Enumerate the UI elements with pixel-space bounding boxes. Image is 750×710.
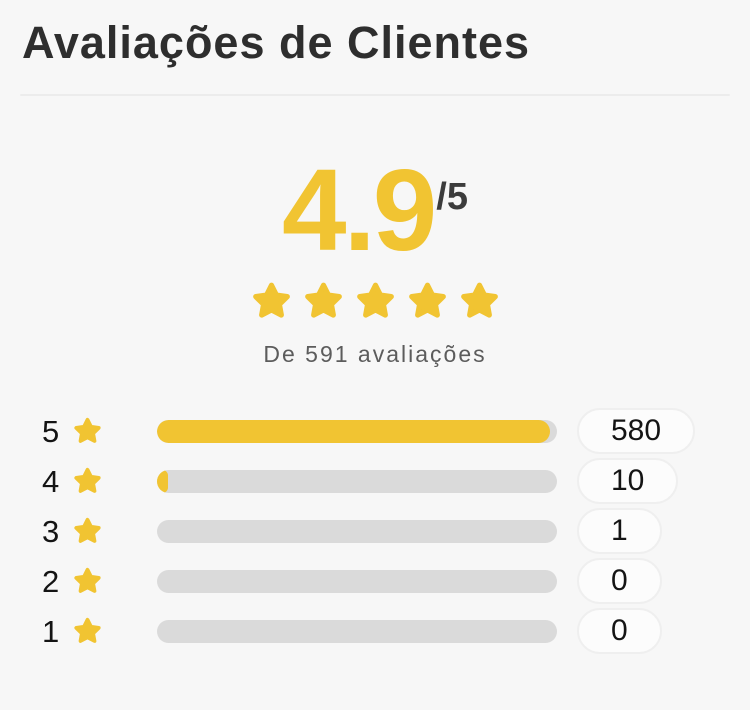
rating-count: 0 xyxy=(611,564,628,597)
star-level: 5 xyxy=(42,413,60,449)
page-title: Avaliações de Clientes xyxy=(22,17,531,68)
star-icon xyxy=(72,566,103,596)
review-count-caption: De 591 avaliações xyxy=(263,341,487,367)
rating-summary: 4.9 /5 De 591 avaliações xyxy=(20,152,730,368)
rating-row-label: 1 xyxy=(42,616,157,647)
rating-bar-track xyxy=(157,569,557,593)
rating-bar-track xyxy=(157,419,557,443)
rating-count: 10 xyxy=(611,464,645,497)
star-icon xyxy=(249,280,294,327)
rating-count-pill[interactable]: 580 xyxy=(577,408,696,454)
rating-row: 2 0 xyxy=(20,556,730,606)
rating-row-label: 3 xyxy=(42,516,157,547)
rating-bar-fill xyxy=(157,469,168,493)
average-score-value: 4.9 xyxy=(282,145,437,275)
rating-row-label: 5 xyxy=(42,416,157,447)
star-icon xyxy=(72,616,103,646)
star-icon xyxy=(72,416,103,446)
rating-breakdown: 5 580 4 10 3 1 xyxy=(20,406,730,656)
star-icon xyxy=(72,516,103,546)
rating-count: 1 xyxy=(611,514,628,547)
star-icon xyxy=(301,280,346,327)
star-icon xyxy=(72,466,103,496)
rating-bar-track xyxy=(157,619,557,643)
divider xyxy=(20,94,730,96)
average-score: 4.9 /5 xyxy=(20,152,730,268)
star-level: 1 xyxy=(42,613,60,649)
rating-row: 4 10 xyxy=(20,456,730,506)
score-denominator: /5 xyxy=(436,176,468,218)
rating-row: 3 1 xyxy=(20,506,730,556)
star-rating-row xyxy=(20,280,730,327)
rating-count: 0 xyxy=(611,614,628,647)
star-level: 3 xyxy=(42,513,60,549)
rating-count: 580 xyxy=(611,414,662,447)
rating-bar-track xyxy=(157,469,557,493)
rating-count-pill[interactable]: 1 xyxy=(577,508,662,554)
star-icon xyxy=(457,280,502,327)
rating-count-pill[interactable]: 10 xyxy=(577,458,679,504)
star-level: 2 xyxy=(42,563,60,599)
rating-row-label: 4 xyxy=(42,466,157,497)
rating-row-label: 2 xyxy=(42,566,157,597)
star-level: 4 xyxy=(42,463,60,499)
rating-bar-fill xyxy=(157,419,550,443)
rating-count-pill[interactable]: 0 xyxy=(577,608,662,654)
star-icon xyxy=(405,280,450,327)
rating-row: 5 580 xyxy=(20,406,730,456)
star-icon xyxy=(353,280,398,327)
rating-count-pill[interactable]: 0 xyxy=(577,558,662,604)
customer-reviews-widget: Avaliações de Clientes 4.9 /5 De 591 ava… xyxy=(0,16,750,656)
rating-bar-track xyxy=(157,519,557,543)
rating-row: 1 0 xyxy=(20,606,730,656)
